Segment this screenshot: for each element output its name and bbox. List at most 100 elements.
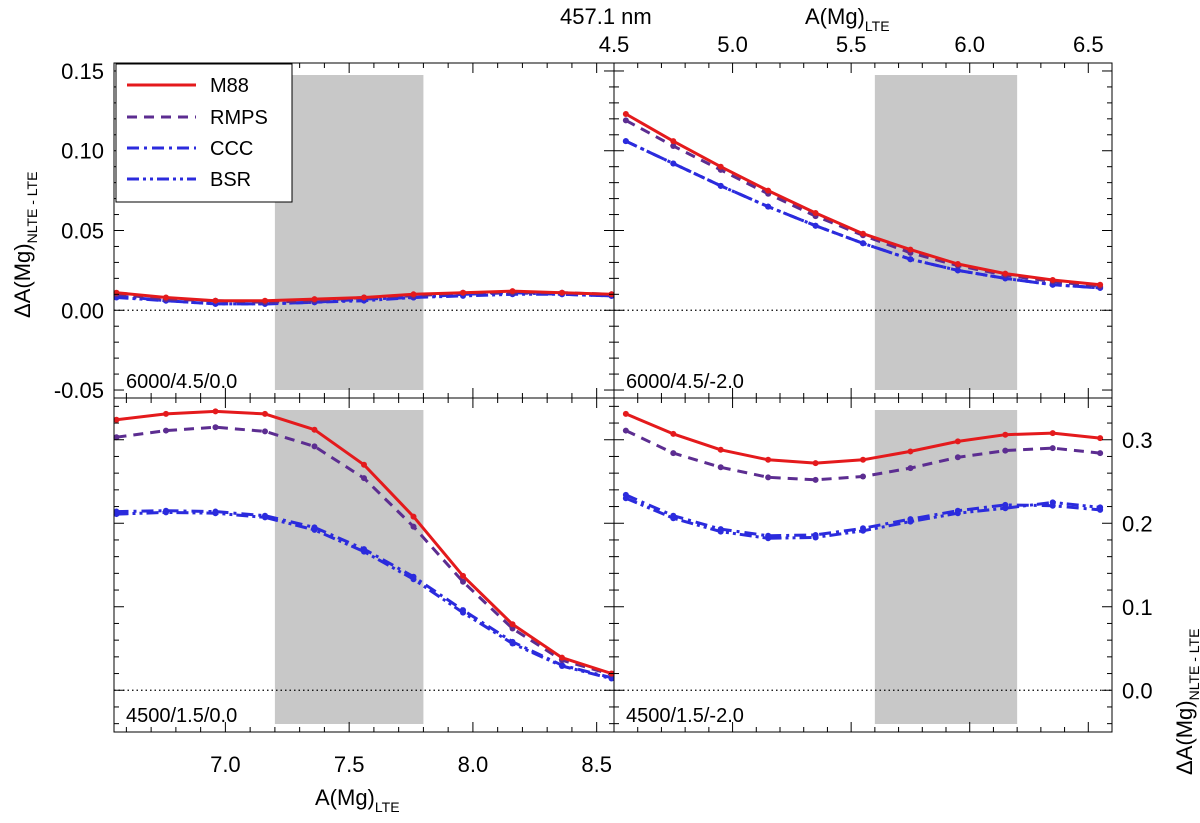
bottom-x-axis-title-main: A(Mg) [315,785,375,810]
top-wavelength-label: 457.1 nm [560,4,652,29]
left-y-tick-label-5: 0.15 [61,59,104,84]
panel-3-point-rmps-3 [212,424,219,431]
panel-1-point-m88-7 [410,291,417,298]
bottom-x-axis-title-sub: LTE [375,799,400,815]
right-y-axis-title-sub: NLTE - LTE [1186,629,1200,701]
bottom-x-tick-label-3: 8.0 [458,752,489,777]
tick-labels: 7.0 7.5 8.0 8.5 4.5 5.0 5.5 6.0 6.5 -0.05 0.00 0.05… [54,32,1153,777]
bottom-x-tick-label-4: 8.5 [581,752,612,777]
panel-3-point-rmps-6 [361,475,367,482]
panel-1-point-m88-10 [559,289,566,296]
top-x-tick-label-3: 5.5 [836,32,867,57]
panel-4-point-ccc-6 [860,525,866,532]
panel-4-point-m88-6 [860,456,866,463]
panel-labels: 6000/4.5/0.0 6000/4.5/-2.0 4500/1.5/0.0 450… [126,371,744,727]
panel-3-point-m88-4 [261,410,268,417]
panel-4-point-m88-3 [717,446,724,453]
right-y-tick-label-3: 0.2 [1122,511,1153,536]
left-y-tick-label-4: 0.10 [61,139,104,164]
panel-3-point-m88-10 [559,654,566,661]
bottom-x-tick-label-2: 7.5 [334,752,365,777]
panel-3-point-ccc-2 [162,507,169,514]
panel-4-point-ccc-11 [1097,506,1104,513]
panel-3-point-rmps-1 [113,434,120,441]
panel-1-point-m88-5 [311,296,318,303]
panel-2-point-m88-10 [1049,276,1056,283]
legend-label-bsr: BSR [210,169,251,191]
panel-3-point-rmps-4 [261,428,268,435]
panel-3-point-ccc-5 [311,524,318,531]
panel-4-point-ccc-8 [954,507,961,514]
right-y-axis-title: ΔA(Mg)NLTE - LTE [1172,629,1200,775]
panel-1-label: 6000/4.5/0.0 [126,371,237,393]
panel-4-point-m88-1 [622,410,629,417]
legend-label-ccc: CCC [210,138,253,160]
panel-2-point-m88-2 [670,138,677,145]
panel-4-point-ccc-1 [622,491,629,498]
panel-3-point-ccc-4 [261,512,268,519]
panel-4-point-m88-8 [954,438,961,445]
left-y-tick-label-2: 0.00 [61,298,104,323]
panel-4-point-rmps-1 [622,427,629,434]
top-x-axis-title: A(Mg)LTE [805,4,890,34]
panel-2-label: 6000/4.5/-2.0 [626,371,744,393]
panel-4-point-rmps-2 [670,450,677,457]
panel-2-point-ccc-6 [860,240,866,247]
left-y-tick-label-1: -0.05 [54,378,104,403]
panel-4-point-m88-9 [1002,431,1009,438]
panel-4-point-rmps-9 [1002,447,1009,454]
panel-2-point-rmps-1 [622,117,629,124]
panel-2-point-ccc-4 [765,203,772,210]
left-y-axis-title: ΔA(Mg)NLTE - LTE [10,172,40,318]
panel-4-point-ccc-9 [1002,501,1009,508]
panel-3-point-ccc-8 [460,607,467,614]
panel-2-point-m88-9 [1002,270,1009,277]
panel-4-point-rmps-3 [717,464,724,471]
panel-2-point-m88-11 [1097,281,1104,288]
zero-lines [114,309,1112,691]
panel-4-point-ccc-10 [1049,502,1056,509]
panel-2-line-m88 [625,112,1101,287]
panel-3-point-ccc-1 [113,508,120,515]
legend-label-rmps: RMPS [210,107,268,129]
panel-4-frame [613,397,1113,733]
panel-3-point-rmps-5 [311,443,318,450]
panel-2-point-m88-5 [812,209,819,216]
panel-2-point-ccc-7 [907,256,914,263]
left-y-tick-label-3: 0.05 [61,219,104,244]
panel-3-point-m88-2 [162,410,169,417]
panel-3-point-m88-9 [509,621,516,628]
panel-4-point-rmps-8 [954,454,961,461]
panel-2-point-ccc-2 [670,160,677,167]
top-x-tick-label-4: 6.0 [954,32,985,57]
panel-4-point-m88-5 [812,460,819,467]
top-x-tick-label-1: 4.5 [599,32,630,57]
panel-4-point-rmps-4 [765,474,772,481]
panel-4-point-m88-4 [765,456,772,463]
panel-4-point-ccc-7 [907,516,914,523]
panel-2-point-ccc-5 [812,222,819,229]
panel-4-point-rmps-5 [812,476,819,483]
panel-1-point-m88-6 [361,294,367,301]
panel-2-point-m88-1 [622,111,629,118]
panel-2-shaded-band [874,75,1018,390]
panel-4-line-m88 [625,412,1101,465]
panel-4-point-m88-11 [1097,435,1104,442]
panel-3-point-rmps-2 [162,427,169,434]
legend-label-m88: M88 [210,75,249,97]
top-x-axis-title-sub: LTE [865,18,890,34]
panel-3-point-rmps-7 [410,523,417,530]
panel-3-point-m88-1 [113,416,120,423]
panel-2-frame [613,62,1113,399]
panel-1-point-m88-2 [162,294,169,301]
right-y-tick-label-1: 0.0 [1122,678,1153,703]
panel-3-point-m88-7 [410,513,417,520]
panel-1-point-m88-4 [261,297,268,304]
panel-2-point-ccc-8 [954,267,961,274]
panel-2-point-m88-7 [907,246,914,253]
panel-3-point-rmps-8 [460,578,467,585]
panel-3-point-ccc-6 [361,546,367,553]
panel-4-point-rmps-11 [1097,450,1104,457]
